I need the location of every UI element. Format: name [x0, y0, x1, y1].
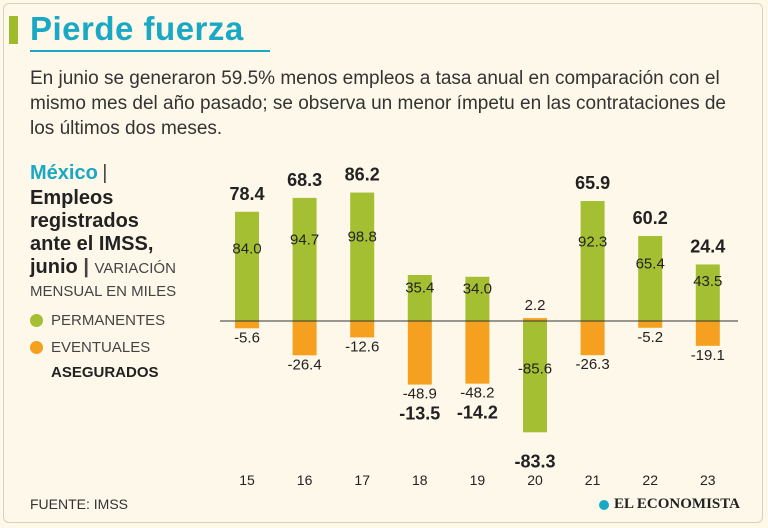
bar-eventuales: [638, 321, 663, 328]
bar-eventuales: [523, 318, 547, 321]
bar-permanentes: [695, 264, 720, 321]
bar-permanentes: [407, 274, 432, 321]
separator: |: [102, 162, 108, 184]
title-accent-bar: [9, 16, 18, 44]
heading-line: registrados: [30, 210, 139, 232]
legend: PERMANENTES EVENTUALES ASEGURADOS: [30, 307, 225, 383]
bar-eventuales: [350, 321, 375, 338]
source-note: FUENTE: IMSS: [30, 496, 129, 512]
card-frame: [3, 3, 763, 523]
legend-swatch-eventuales: [30, 341, 43, 354]
data-label-total: -13.5: [399, 404, 440, 424]
data-label-eventuales: -26.3: [575, 356, 609, 373]
data-label-permanentes: 98.8: [348, 228, 377, 245]
x-tick-label: 19: [470, 472, 486, 488]
x-tick-label: 23: [700, 472, 716, 488]
bar-permanentes: [235, 211, 259, 321]
x-tick-label: 17: [354, 472, 370, 488]
country-label: México: [30, 162, 98, 184]
data-label-permanentes: 84.0: [232, 240, 261, 257]
data-label-eventuales: -19.1: [691, 347, 725, 364]
brand-name: EL ECONOMISTA: [614, 496, 740, 512]
data-label-permanentes: 43.5: [693, 273, 722, 290]
x-tick-label: 16: [297, 472, 313, 488]
x-tick-label: 15: [239, 472, 255, 488]
data-label-total: 24.4: [690, 236, 725, 256]
legend-label: EVENTUALES: [51, 339, 151, 356]
subtitle: En junio se generaron 59.5% menos empleo…: [30, 68, 726, 139]
bar-eventuales: [580, 321, 605, 356]
data-label-total: 78.4: [229, 184, 264, 204]
heading-line: junio: [30, 256, 78, 278]
data-label-eventuales: -48.2: [460, 385, 494, 402]
data-label-eventuales: -12.6: [345, 338, 379, 355]
data-label-permanentes: 92.3: [578, 234, 607, 251]
data-label-eventuales: -48.9: [403, 386, 437, 403]
bar-permanentes: [465, 276, 490, 321]
data-label-permanentes: 34.0: [463, 281, 492, 298]
heading-line: ante el IMSS,: [30, 233, 154, 255]
data-label-total: 86.2: [345, 165, 380, 185]
bar-eventuales: [235, 321, 259, 329]
x-tick-label: 18: [412, 472, 428, 488]
legend-label: PERMANENTES: [51, 312, 166, 329]
data-label-eventuales: -5.2: [637, 329, 663, 346]
x-tick-label: 21: [585, 472, 601, 488]
data-label-total: -83.3: [514, 451, 555, 471]
bar-permanentes: [523, 321, 547, 433]
bar-permanentes: [292, 197, 317, 321]
bar-eventuales: [465, 321, 490, 384]
x-tick-label: 22: [642, 472, 658, 488]
data-label-permanentes: -85.6: [518, 360, 552, 377]
data-label-eventuales: -5.6: [234, 329, 260, 346]
brand-icon: [599, 499, 609, 510]
data-label-eventuales: -26.4: [287, 356, 321, 373]
bar-eventuales: [407, 321, 432, 385]
page-title: Pierde fuerza: [30, 10, 244, 47]
legend-item-asegurados: ASEGURADOS: [51, 363, 159, 381]
bar-eventuales: [292, 321, 317, 356]
data-label-total: -14.2: [457, 403, 498, 423]
heading-line: Empleos: [30, 187, 114, 209]
unit-label: VARIACIÓN: [94, 260, 176, 277]
legend-item-eventuales: EVENTUALES: [30, 334, 225, 361]
chart-heading: Empleos registrados ante el IMSS, junio …: [30, 187, 225, 303]
brand-logo: EL ECONOMISTA: [599, 496, 740, 513]
bar-permanentes: [350, 192, 375, 321]
unit-label: MENSUAL EN MILES: [30, 283, 177, 300]
legend-swatch-permanentes: [30, 314, 43, 327]
data-label-total: 60.2: [633, 208, 668, 228]
bar-eventuales: [695, 321, 720, 346]
data-label-total: 68.3: [287, 170, 322, 190]
separator: |: [83, 256, 89, 278]
title-underline: [30, 50, 270, 52]
data-label-permanentes: 35.4: [405, 279, 434, 296]
chart-description-panel: México | Empleos registrados ante el IMS…: [30, 162, 225, 383]
legend-item-permanentes: PERMANENTES: [30, 307, 225, 334]
data-label-total: 65.9: [575, 173, 610, 193]
data-label-permanentes: 94.7: [290, 232, 319, 249]
x-tick-label: 20: [527, 472, 543, 488]
bar-permanentes: [580, 201, 605, 321]
data-label-permanentes: 65.4: [636, 255, 665, 272]
bar-permanentes: [638, 235, 663, 321]
data-label-eventuales: 2.2: [525, 297, 546, 314]
